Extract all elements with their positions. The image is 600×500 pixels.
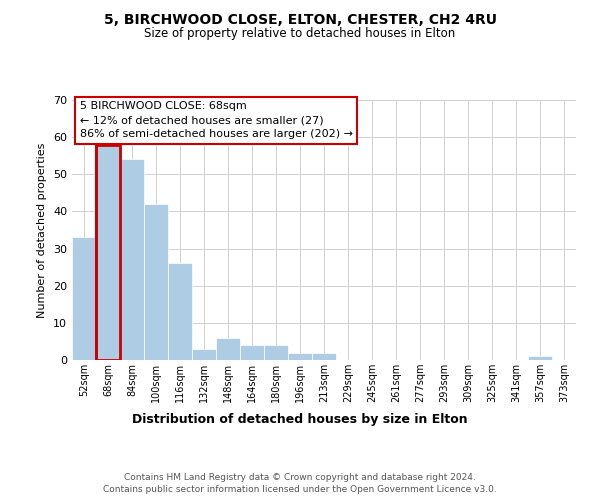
- Bar: [192, 349, 216, 360]
- Bar: [168, 264, 192, 360]
- Bar: [72, 238, 96, 360]
- Text: 5 BIRCHWOOD CLOSE: 68sqm
← 12% of detached houses are smaller (27)
86% of semi-d: 5 BIRCHWOOD CLOSE: 68sqm ← 12% of detach…: [80, 102, 353, 140]
- Bar: [528, 356, 552, 360]
- Bar: [288, 352, 312, 360]
- Text: 5, BIRCHWOOD CLOSE, ELTON, CHESTER, CH2 4RU: 5, BIRCHWOOD CLOSE, ELTON, CHESTER, CH2 …: [104, 12, 497, 26]
- Bar: [216, 338, 240, 360]
- Bar: [120, 160, 144, 360]
- Bar: [264, 345, 288, 360]
- Bar: [144, 204, 168, 360]
- Bar: [96, 144, 120, 360]
- Bar: [96, 144, 120, 360]
- Bar: [312, 352, 336, 360]
- Text: Contains HM Land Registry data © Crown copyright and database right 2024.: Contains HM Land Registry data © Crown c…: [124, 472, 476, 482]
- Text: Distribution of detached houses by size in Elton: Distribution of detached houses by size …: [132, 412, 468, 426]
- Text: Size of property relative to detached houses in Elton: Size of property relative to detached ho…: [145, 28, 455, 40]
- Y-axis label: Number of detached properties: Number of detached properties: [37, 142, 47, 318]
- Text: Contains public sector information licensed under the Open Government Licence v3: Contains public sector information licen…: [103, 485, 497, 494]
- Bar: [240, 345, 264, 360]
